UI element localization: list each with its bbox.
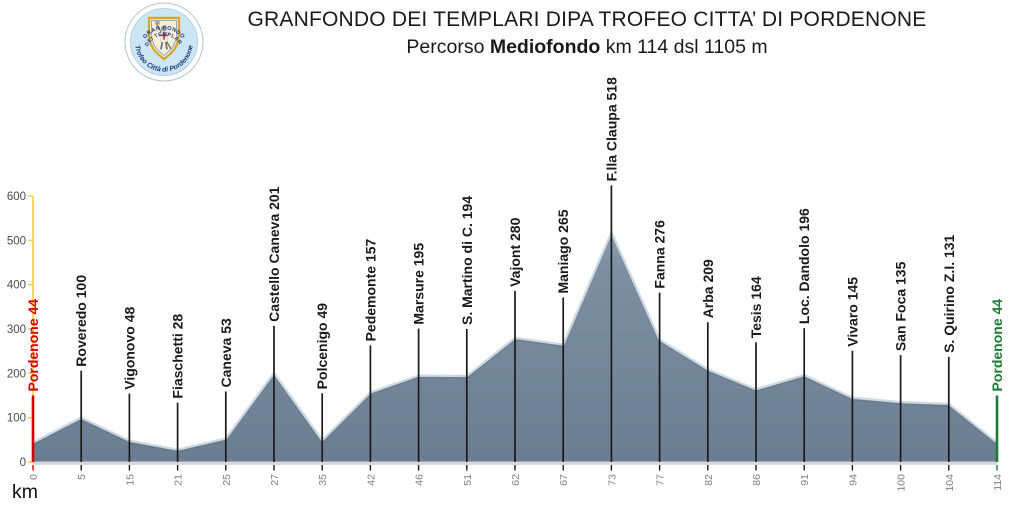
waypoint-label: F.lla Claupa 518 — [603, 77, 619, 181]
x-tick-label: 100 — [896, 474, 908, 492]
x-tick-label: 46 — [414, 474, 426, 486]
waypoint-label: Castello Caneva 201 — [266, 186, 282, 322]
waypoint-label: Marsure 195 — [411, 243, 427, 325]
waypoint-label: Tesis 164 — [748, 276, 764, 338]
waypoint-label: Polcenigo 49 — [314, 303, 330, 390]
y-tick-label: 300 — [7, 324, 26, 336]
waypoint-label: Pedemonte 157 — [362, 238, 378, 341]
start-label: Pordenone 44 — [25, 299, 41, 392]
x-tick-label: 5 — [76, 474, 88, 480]
waypoint-label: Loc. Dandolo 196 — [796, 208, 812, 324]
x-tick-label: 21 — [173, 474, 185, 486]
titles: GRANFONDO DEI TEMPLARI DIPA TROFEO CITTA… — [150, 6, 1024, 61]
y-tick-label: 100 — [7, 413, 26, 425]
x-tick-label: 91 — [799, 474, 811, 486]
waypoint-label: S. Quirino Z.I. 131 — [941, 234, 957, 352]
knight-icon — [154, 20, 172, 50]
waypoint-label: S. Martino di C. 194 — [459, 196, 475, 325]
x-tick-label: 67 — [558, 474, 570, 486]
x-tick-label: 82 — [703, 474, 715, 486]
subtitle-stats: km 114 dsl 1105 m — [600, 36, 768, 58]
x-tick-label: 77 — [655, 474, 667, 486]
x-tick-label: 35 — [317, 474, 329, 486]
finish-label: Pordenone 44 — [989, 299, 1005, 392]
x-tick-label: 51 — [462, 474, 474, 486]
x-axis-baseline — [33, 461, 997, 465]
x-tick-label: 25 — [221, 474, 233, 486]
x-tick-label: 27 — [269, 474, 281, 486]
y-tick-label: 200 — [7, 368, 26, 380]
waypoint-label: Vajont 280 — [507, 217, 523, 286]
x-tick-label: 42 — [365, 474, 377, 486]
waypoint-label: Maniago 265 — [555, 209, 571, 293]
route-subtitle: Percorso Mediofondo km 114 dsl 1105 m — [150, 34, 1024, 61]
x-tick-label: 15 — [124, 474, 136, 486]
waypoint-label: Vivaro 145 — [844, 277, 860, 347]
logo-shield-inner-border — [151, 20, 177, 57]
subtitle-route-name: Mediofondo — [489, 36, 601, 58]
x-tick-label: 114 — [992, 474, 1004, 491]
y-tick-label: 500 — [7, 235, 26, 247]
waypoint-label: San Foca 135 — [893, 261, 909, 351]
subtitle-prefix: Percorso — [406, 36, 490, 58]
x-tick-label: 104 — [944, 474, 956, 492]
waypoint-label: Roveredo 100 — [73, 275, 89, 367]
y-tick-label: 400 — [7, 280, 26, 292]
x-tick-label: 94 — [847, 474, 859, 486]
x-tick-label: 0 — [28, 474, 40, 480]
x-tick-label: 73 — [606, 474, 618, 486]
x-tick-label: 86 — [751, 474, 763, 486]
y-tick-label: 600 — [7, 191, 26, 203]
header: GRAN FONDO DEI TEMPLARI Trofeo Città di … — [0, 0, 1024, 90]
waypoint-label: Caneva 53 — [218, 318, 234, 387]
event-title: GRANFONDO DEI TEMPLARI DIPA TROFEO CITTA… — [247, 8, 927, 31]
waypoint-label: Fanna 276 — [652, 220, 668, 289]
x-tick-label: 62 — [510, 474, 522, 486]
x-axis-unit-label: km — [12, 481, 38, 503]
waypoint-label: Vigonovo 48 — [121, 307, 137, 390]
event-logo: GRAN FONDO DEI TEMPLARI Trofeo Città di … — [124, 2, 204, 82]
waypoint-label: Arba 209 — [700, 259, 716, 318]
waypoint-label: Fiaschetti 28 — [170, 314, 186, 399]
y-tick-label: 0 — [20, 457, 26, 469]
